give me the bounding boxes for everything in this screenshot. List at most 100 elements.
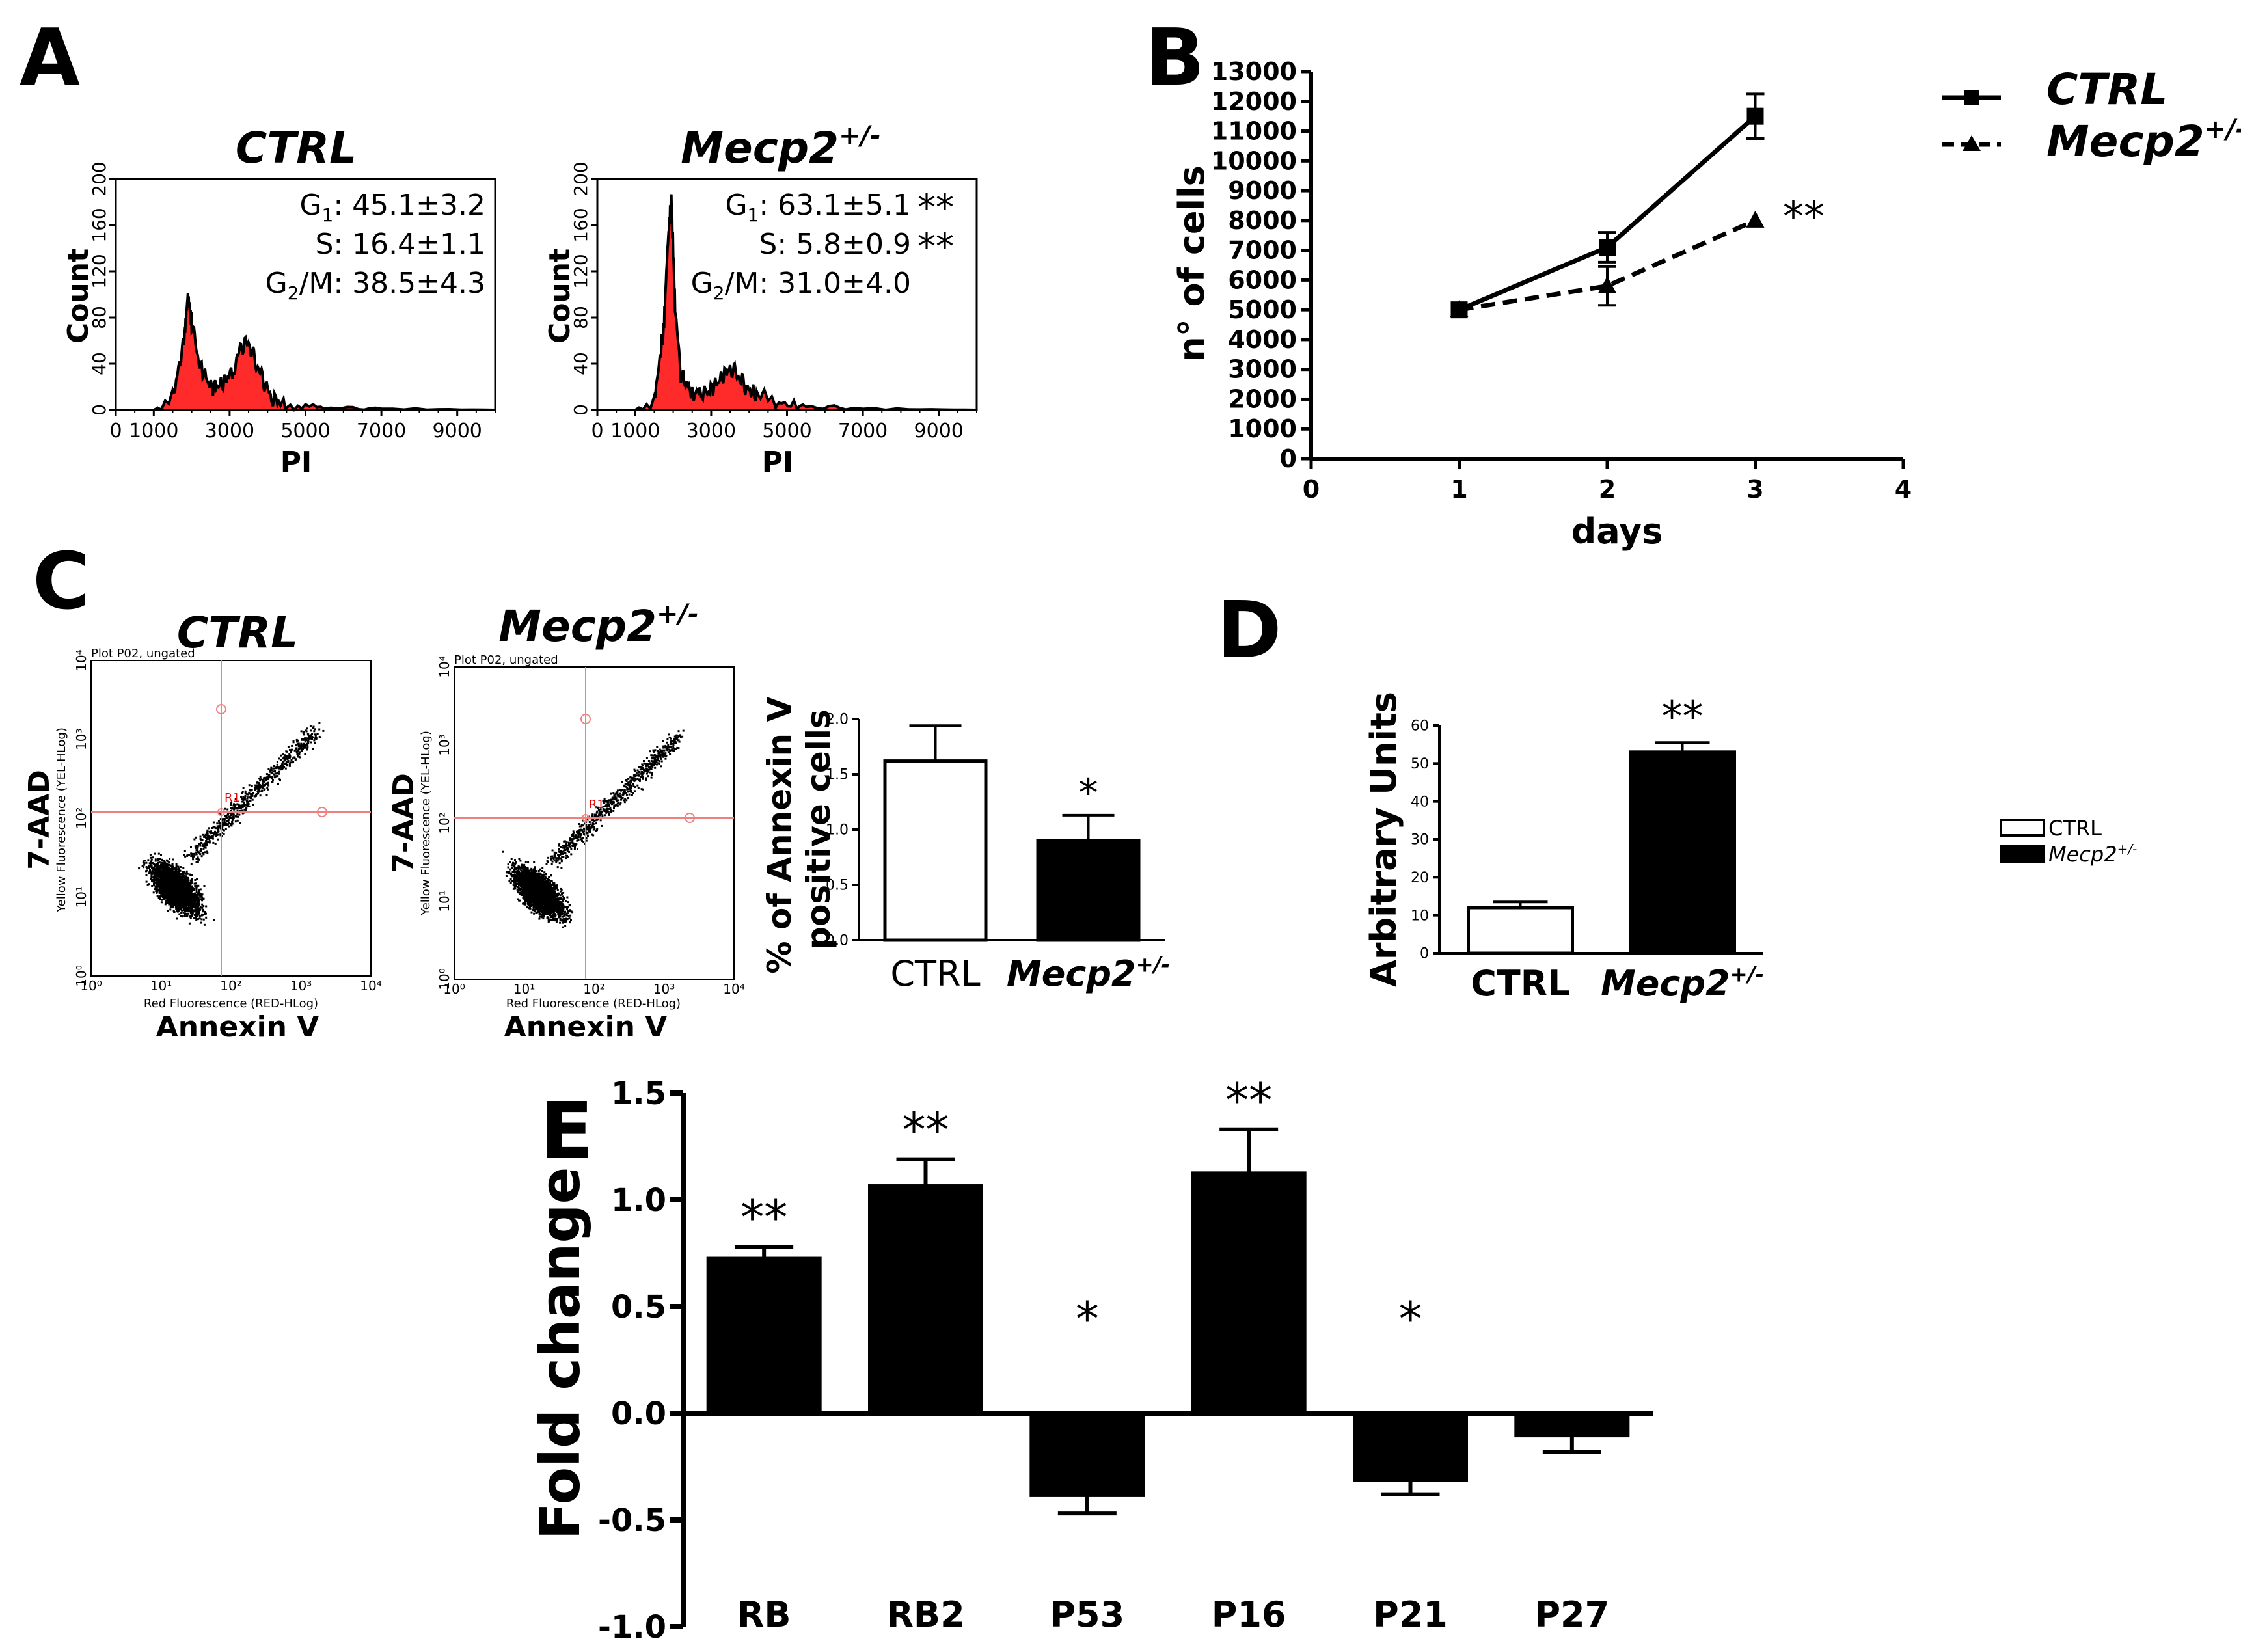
event-point [173,904,176,906]
event-point [275,767,277,769]
histogram-ctrl-xlabel: PI [280,446,312,479]
event-point [180,878,182,880]
event-point [183,912,186,915]
event-point [197,901,199,904]
event-point [204,835,206,837]
event-point [218,822,221,825]
event-point [170,889,173,891]
event-point [175,884,178,886]
event-point [203,846,206,848]
event-point [268,773,271,776]
event-point [189,884,192,887]
event-point [210,830,213,833]
event-point [190,896,193,899]
event-point [193,910,196,913]
event-point [306,737,308,740]
event-point [189,904,191,907]
event-point [177,897,180,899]
data-point-mecp2 [1598,276,1616,293]
event-point [182,897,183,900]
event-point [160,893,163,895]
scatter-xtick-label: 10² [220,978,241,994]
event-point [271,777,273,779]
event-point [200,918,203,921]
event-point [224,822,227,824]
event-point [226,808,229,811]
event-point [170,867,172,870]
event-point [160,854,162,856]
scatter-ytick-label: 10¹ [74,886,89,908]
event-point [190,897,193,900]
event-point [194,845,197,848]
event-point [176,880,178,883]
event-point [175,894,178,897]
event-point [150,873,153,875]
event-point [299,751,301,753]
event-point [187,900,190,902]
event-point [191,911,194,914]
event-point [189,917,192,919]
event-point [167,895,169,898]
event-point [166,897,169,900]
event-point [215,833,218,835]
event-point [175,882,178,885]
event-point [539,910,541,912]
event-point [185,891,188,894]
event-point [228,816,231,819]
event-point [310,729,312,732]
event-point [152,879,154,882]
event-point [312,727,314,729]
event-point [183,887,185,889]
event-point [199,888,202,891]
event-point [182,900,185,902]
event-point [195,889,198,891]
event-point [226,817,229,820]
event-point [181,888,183,891]
event-point [251,785,253,787]
event-point [185,915,188,917]
event-point [172,890,174,893]
event-point [195,851,197,854]
event-point [185,876,188,879]
event-point [193,897,195,900]
event-point [163,885,165,887]
event-point [149,869,152,871]
event-point [311,733,314,735]
histogram-mecp2-stat-s-sig: ** [917,226,954,268]
event-point [169,903,172,906]
event-point [174,898,176,900]
hist-xtick-label: 1000 [610,420,660,442]
event-point [288,755,291,757]
event-point [174,881,176,884]
event-point [160,869,163,872]
event-point [161,873,163,875]
event-point [180,904,182,906]
event-point [148,862,151,865]
event-point [284,754,286,757]
event-point [174,874,177,876]
event-point [547,917,550,919]
event-point [167,884,170,887]
event-point [172,873,174,875]
event-point [240,796,243,798]
event-point [157,880,159,882]
histogram-ctrl-stat-s: S: 16.4±1.1 [315,228,485,261]
event-point [194,892,197,895]
event-point [165,886,167,888]
event-point [182,876,184,879]
event-point [271,779,274,781]
event-point [170,873,173,876]
histogram-mecp2-ylabel: Count [543,249,577,344]
event-point [201,839,204,841]
event-point [286,760,288,763]
event-point [319,736,321,738]
event-point [160,884,163,887]
hist-xtick-label: 9000 [433,420,482,442]
event-point [155,872,157,874]
event-point [310,737,312,740]
event-point [199,837,202,840]
event-point [251,798,254,801]
event-point [167,867,169,870]
histogram-mecp2-stat-g2m: G2/M: 31.0±4.0 [691,267,911,304]
